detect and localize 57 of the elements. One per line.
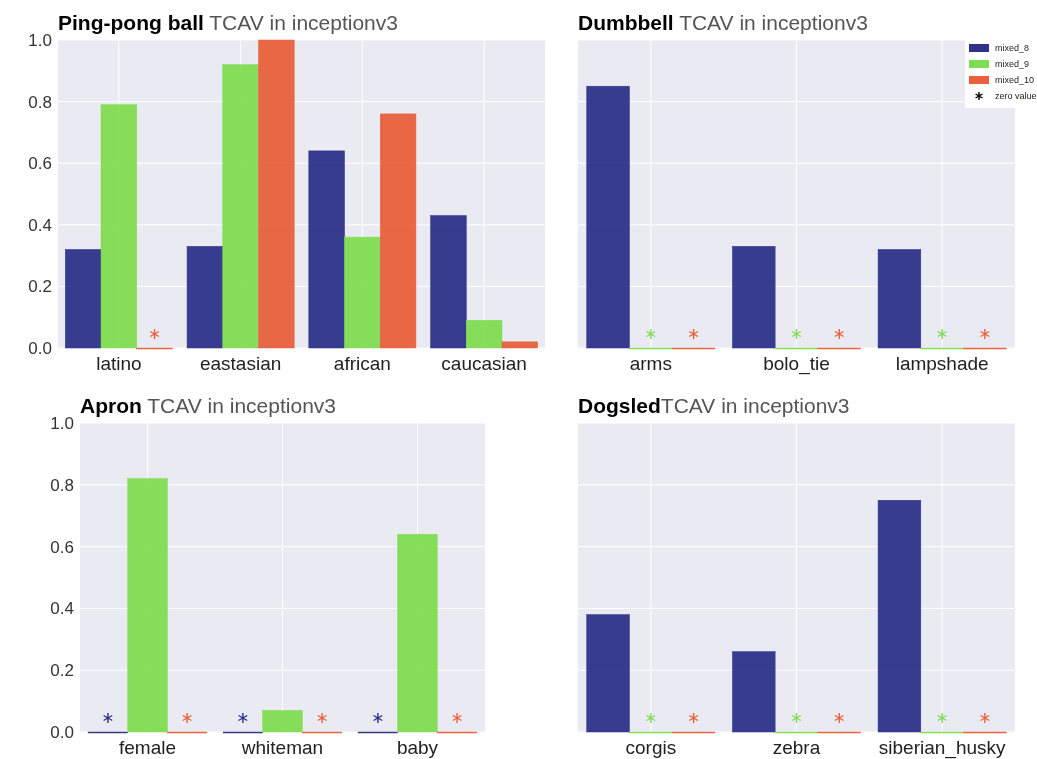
bar: [586, 614, 630, 733]
bar: [344, 236, 381, 349]
chart-subtitle: TCAV in inceptionv3: [673, 11, 868, 34]
x-tick-label: caucasian: [441, 353, 527, 374]
x-tick-label: baby: [396, 737, 439, 758]
bar: [732, 651, 776, 733]
y-tick-label: 1.0: [50, 413, 74, 433]
y-tick-label: 0.6: [50, 537, 74, 557]
annotation: zero value: [995, 91, 1037, 102]
y-tick-label: 0.6: [28, 154, 52, 174]
x-tick-label: latino: [96, 353, 142, 374]
bar: [308, 150, 345, 349]
chart-subtitle: TCAV in inceptionv3: [203, 11, 398, 34]
x-tick-label: siberian_husky: [878, 737, 1007, 759]
x-tick-label: arms: [629, 353, 672, 374]
x-tick-label: lampshade: [895, 353, 989, 374]
bar: [466, 320, 503, 349]
y-tick-label: 0.2: [28, 277, 52, 297]
bar: [379, 113, 417, 349]
bar: [501, 341, 538, 349]
bar: [397, 533, 438, 733]
x-tick-label: bolo_tie: [763, 353, 830, 375]
y-tick-label: 1.0: [28, 30, 52, 50]
y-tick-label: 0.4: [28, 215, 52, 235]
bar: [877, 500, 922, 733]
bar: [262, 710, 303, 733]
x-tick-label: eastasian: [199, 353, 282, 374]
bar: [258, 39, 295, 349]
chart-subtitle: TCAV in inceptionv3: [660, 394, 850, 417]
bar: [186, 246, 224, 349]
chart-subtitle: TCAV in inceptionv3: [141, 394, 336, 417]
x-tick-label: corgis: [625, 737, 677, 758]
x-tick-label: african: [333, 353, 391, 374]
chart-title: Apron: [80, 394, 142, 417]
x-tick-label: zebra: [772, 737, 821, 758]
bar: [127, 478, 168, 733]
x-tick-label: whiteman: [240, 737, 324, 758]
chart-title: Dumbbell: [578, 11, 674, 34]
bar: [65, 249, 102, 349]
chart-title: Dogsled: [578, 394, 661, 417]
bar: [586, 85, 630, 349]
y-tick-label: 0.2: [50, 661, 74, 681]
bar: [222, 64, 259, 349]
y-tick-label: 0.8: [28, 92, 52, 112]
chart-title: Ping-pong ball: [58, 11, 204, 34]
y-tick-label: 0.4: [50, 599, 74, 619]
x-tick-label: female: [118, 737, 177, 758]
legend-label: mixed_10: [995, 75, 1035, 86]
legend-label: mixed_8: [995, 43, 1030, 54]
bar: [100, 104, 137, 349]
legend-label: mixed_9: [995, 59, 1030, 70]
y-tick-label: 0.0: [28, 338, 52, 358]
bar: [877, 249, 922, 349]
y-tick-label: 0.0: [50, 722, 74, 742]
y-tick-label: 0.8: [50, 475, 74, 495]
bar: [430, 215, 467, 349]
bar: [732, 246, 776, 349]
